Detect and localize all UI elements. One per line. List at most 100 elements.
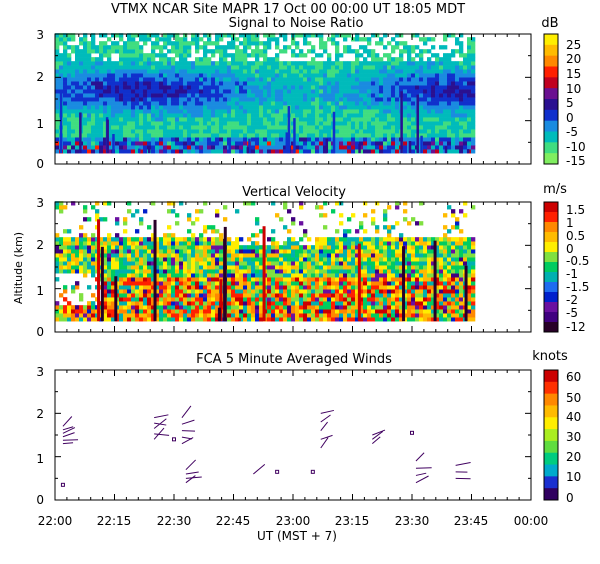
snr-cell xyxy=(251,133,255,137)
panel-snr: Signal to Noise Ratio dB 0 1 2 3 25 20 1… xyxy=(36,16,585,171)
velocity-cell xyxy=(339,309,343,313)
snr-cell xyxy=(263,69,267,73)
snr-cell xyxy=(327,69,331,73)
velocity-cell xyxy=(219,261,223,265)
velocity-cell xyxy=(139,245,143,249)
snr-cell xyxy=(155,77,159,81)
snr-cell xyxy=(99,97,103,101)
velocity-cell xyxy=(391,285,395,289)
velocity-cell xyxy=(295,289,299,293)
velocity-cell xyxy=(211,261,215,265)
velocity-cell xyxy=(383,281,387,285)
snr-cell xyxy=(331,61,335,65)
snr-cell xyxy=(227,125,231,129)
snr-cell xyxy=(303,133,307,137)
velocity-cell xyxy=(59,317,63,321)
snr-cell xyxy=(471,73,475,77)
snr-cell xyxy=(439,97,443,101)
snr-cell xyxy=(67,85,71,89)
velocity-cell xyxy=(383,257,387,261)
snr-cell xyxy=(375,145,379,149)
velocity-cell xyxy=(339,221,343,225)
snr-cell xyxy=(435,113,439,117)
velocity-cell xyxy=(371,293,375,297)
snr-cell xyxy=(99,49,103,53)
snr-cell xyxy=(287,77,291,81)
snr-cell xyxy=(383,121,387,125)
velocity-cell xyxy=(379,265,383,269)
snr-cell xyxy=(459,77,463,81)
velocity-cell xyxy=(123,289,127,293)
snr-cell xyxy=(291,105,295,109)
snr-cell xyxy=(403,129,407,133)
snr-cell xyxy=(187,133,191,137)
velocity-cell xyxy=(303,309,307,313)
snr-cell xyxy=(243,117,247,121)
velocity-cell xyxy=(371,253,375,257)
snr-cell xyxy=(159,57,163,61)
snr-cell xyxy=(171,137,175,141)
snr-cell xyxy=(423,37,427,41)
snr-cell xyxy=(223,73,227,77)
snr-cell xyxy=(351,101,355,105)
velocity-cell xyxy=(379,309,383,313)
velocity-cell xyxy=(123,285,127,289)
snr-cell xyxy=(99,105,103,109)
snr-cell xyxy=(371,145,375,149)
snr-cell xyxy=(311,137,315,141)
snr-cell xyxy=(419,97,423,101)
velocity-cell xyxy=(287,313,291,317)
snr-cell xyxy=(459,121,463,125)
velocity-cell xyxy=(407,261,411,265)
velocity-cell xyxy=(339,305,343,309)
snr-cell xyxy=(351,69,355,73)
snr-cell xyxy=(139,85,143,89)
snr-cell xyxy=(247,41,251,45)
snr-cell xyxy=(319,45,323,49)
velocity-cell xyxy=(111,257,115,261)
snr-cell xyxy=(347,45,351,49)
snr-cell xyxy=(59,41,63,45)
snr-cell xyxy=(231,97,235,101)
velocity-cell xyxy=(215,213,219,217)
snr-cell xyxy=(199,61,203,65)
velocity-cell xyxy=(67,265,71,269)
snr-cell xyxy=(267,149,271,153)
velocity-cell xyxy=(363,261,367,265)
snr-cell xyxy=(339,85,343,89)
snr-cell xyxy=(311,57,315,61)
snr-cell xyxy=(271,77,275,81)
snr-cell xyxy=(455,125,459,129)
snr-cell xyxy=(95,49,99,53)
snr-cell xyxy=(407,137,411,141)
snr-cell xyxy=(363,109,367,113)
velocity-cell xyxy=(303,293,307,297)
snr-cell xyxy=(107,57,111,61)
snr-cell xyxy=(231,125,235,129)
snr-cell xyxy=(159,69,163,73)
velocity-cell xyxy=(91,269,95,273)
snr-cell xyxy=(435,73,439,77)
velocity-cell xyxy=(323,281,327,285)
snr-cell xyxy=(235,117,239,121)
velocity-cell xyxy=(255,221,259,225)
velocity-cell xyxy=(143,305,147,309)
snr-cell xyxy=(423,145,427,149)
snr-cell xyxy=(395,149,399,153)
snr-cell xyxy=(163,53,167,57)
snr-cell xyxy=(263,149,267,153)
velocity-cell xyxy=(215,273,219,277)
snr-cell xyxy=(175,61,179,65)
velocity-cell xyxy=(115,245,119,249)
velocity-cell xyxy=(215,293,219,297)
snr-cell xyxy=(383,85,387,89)
velocity-cell xyxy=(195,301,199,305)
velocity-cell xyxy=(135,241,139,245)
snr-cell xyxy=(367,113,371,117)
velocity-cell xyxy=(395,273,399,277)
velocity-cell xyxy=(203,281,207,285)
velocity-cell xyxy=(327,265,331,269)
velocity-cell xyxy=(123,261,127,265)
velocity-cell xyxy=(383,213,387,217)
snr-cell xyxy=(151,125,155,129)
